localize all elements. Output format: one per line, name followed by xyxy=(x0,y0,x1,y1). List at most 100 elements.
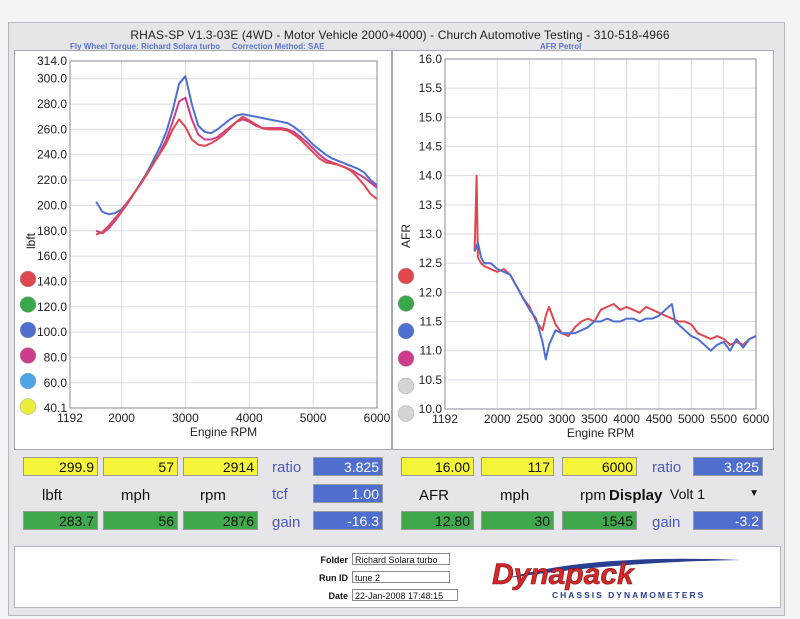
y-tick-label: 10.0 xyxy=(419,402,443,416)
x-axis-label: Engine RPM xyxy=(190,425,257,439)
x-tick-label: 4500 xyxy=(646,412,673,426)
y-tick-label: 300.0 xyxy=(37,72,67,86)
x-tick-label: 4000 xyxy=(236,411,263,425)
current-rpm-value: 2876 xyxy=(183,511,258,530)
legend-dot xyxy=(19,321,37,339)
y-tick-label: 13.0 xyxy=(419,227,443,241)
dynapack-logo: Dynapack CHASSIS DYNAMOMETERS xyxy=(492,558,740,600)
torque-subtitle: Fly Wheel Torque: Richard Solara turbo xyxy=(70,42,221,51)
y-axis-label: lbft xyxy=(24,232,38,249)
display-label: Display xyxy=(609,487,663,504)
tcf-value[interactable]: 1.00 xyxy=(313,484,383,503)
y-tick-label: 14.5 xyxy=(419,140,443,154)
y-tick-label: 314.0 xyxy=(37,54,67,68)
afr-unit-label: AFR xyxy=(419,487,449,504)
x-tick-label: 6000 xyxy=(743,412,770,426)
max-speed-value-right: 117 xyxy=(481,457,554,476)
current-torque-value: 283.7 xyxy=(23,511,98,530)
legend-dot xyxy=(397,267,415,285)
max-rpm-value-right: 6000 xyxy=(562,457,637,476)
y-tick-label: 11.0 xyxy=(420,344,443,358)
speed-unit-label-right: mph xyxy=(500,487,530,504)
y-tick-label: 40.1 xyxy=(44,401,68,415)
legend-dot xyxy=(19,296,37,313)
y-tick-label: 10.5 xyxy=(419,373,443,387)
y-tick-label: 16.0 xyxy=(419,52,443,66)
y-tick-label: 60.0 xyxy=(44,376,68,390)
plot-area xyxy=(444,58,757,410)
tcf-label: tcf xyxy=(272,486,288,503)
series-line xyxy=(95,96,378,235)
legend-dot xyxy=(397,322,415,340)
series-line xyxy=(95,75,378,216)
y-tick-label: 200.0 xyxy=(37,198,67,212)
legend-dot xyxy=(19,347,37,364)
x-tick-label: 5000 xyxy=(300,411,327,425)
legend-dot xyxy=(397,377,415,395)
ratio-label-right: ratio xyxy=(652,459,682,476)
y-tick-label: 11.5 xyxy=(420,315,443,329)
folder-value: Richard Solara turbo xyxy=(352,553,450,565)
y-tick-label: 160.0 xyxy=(37,249,67,263)
display-select-value: Volt 1 xyxy=(670,486,706,502)
run-id-label: Run ID xyxy=(319,573,348,583)
y-tick-label: 260.0 xyxy=(37,122,67,136)
legend-dot xyxy=(397,405,415,422)
run-id-value: tune 2 xyxy=(352,571,450,583)
y-tick-label: 12.0 xyxy=(419,285,443,299)
max-rpm-value: 2914 xyxy=(183,457,258,476)
y-tick-label: 140.0 xyxy=(37,274,67,288)
current-speed-value-right: 30 xyxy=(481,511,554,530)
x-tick-label: 1192 xyxy=(57,411,83,425)
speed-unit-label: mph xyxy=(121,487,151,504)
plot-area xyxy=(69,60,378,409)
x-tick-label: 2500 xyxy=(516,412,543,426)
date-label: Date xyxy=(328,591,348,601)
afr-chart: 1192 2000 2500 3000 3500 4000 4500 5000 5500 6000… xyxy=(397,52,770,440)
max-torque-value: 299.9 xyxy=(23,457,98,476)
x-tick-label: 6000 xyxy=(364,411,391,425)
y-tick-label: 13.5 xyxy=(419,198,443,212)
y-tick-label: 12.5 xyxy=(419,256,443,270)
y-tick-label: 220.0 xyxy=(37,173,67,187)
rpm-unit-label: rpm xyxy=(200,487,226,504)
y-tick-label: 180.0 xyxy=(37,224,67,238)
x-tick-label: 4000 xyxy=(613,412,640,426)
gain-value-right[interactable]: -3.2 xyxy=(693,511,763,530)
y-tick-label: 15.0 xyxy=(419,110,443,124)
legend-dot xyxy=(19,398,37,415)
torque-chart-panel: 1192 2000 3000 4000 5000 6000 40.1 60.0 80.0 100.… xyxy=(14,50,392,450)
x-tick-label: 3000 xyxy=(549,412,576,426)
gain-label: gain xyxy=(272,514,301,531)
series-line xyxy=(473,174,757,346)
y-tick-label: 280.0 xyxy=(37,97,67,111)
afr-chart-panel: 1192 2000 2500 3000 3500 4000 4500 5000 5500 6000… xyxy=(392,50,774,450)
max-speed-value: 57 xyxy=(103,457,178,476)
display-select[interactable]: Volt 1 ▼ xyxy=(667,484,763,504)
date-value: 22-Jan-2008 17:48:15 xyxy=(352,589,458,601)
series-line xyxy=(95,115,378,236)
gain-value[interactable]: -16.3 xyxy=(313,511,383,530)
correction-method: Correction Method: SAE xyxy=(232,42,325,51)
x-tick-label: 2000 xyxy=(484,412,511,426)
ratio-value-right[interactable]: 3.825 xyxy=(693,457,763,476)
torque-chart: 1192 2000 3000 4000 5000 6000 40.1 60.0 80.0 100.… xyxy=(19,54,391,439)
y-tick-label: 15.5 xyxy=(419,81,443,95)
report-title: RHAS-SP V1.3-03E (4WD - Motor Vehicle 20… xyxy=(130,28,670,42)
y-tick-label: 100.0 xyxy=(37,325,67,339)
chevron-down-icon: ▼ xyxy=(749,488,759,499)
x-tick-label: 2000 xyxy=(108,411,135,425)
logo-wordmark: Dynapack xyxy=(492,558,635,591)
max-afr-value: 16.00 xyxy=(401,457,474,476)
x-tick-label: 3500 xyxy=(581,412,608,426)
ratio-value[interactable]: 3.825 xyxy=(313,457,383,476)
y-tick-label: 14.0 xyxy=(419,169,443,183)
x-axis-label: Engine RPM xyxy=(567,426,634,440)
torque-unit-label: lbft xyxy=(42,487,63,504)
gain-label-right: gain xyxy=(652,514,681,531)
x-tick-label: 1192 xyxy=(432,412,458,426)
y-axis-label: AFR xyxy=(399,224,413,248)
x-tick-label: 5500 xyxy=(710,412,737,426)
y-tick-label: 120.0 xyxy=(37,300,67,314)
ratio-label: ratio xyxy=(272,459,302,476)
